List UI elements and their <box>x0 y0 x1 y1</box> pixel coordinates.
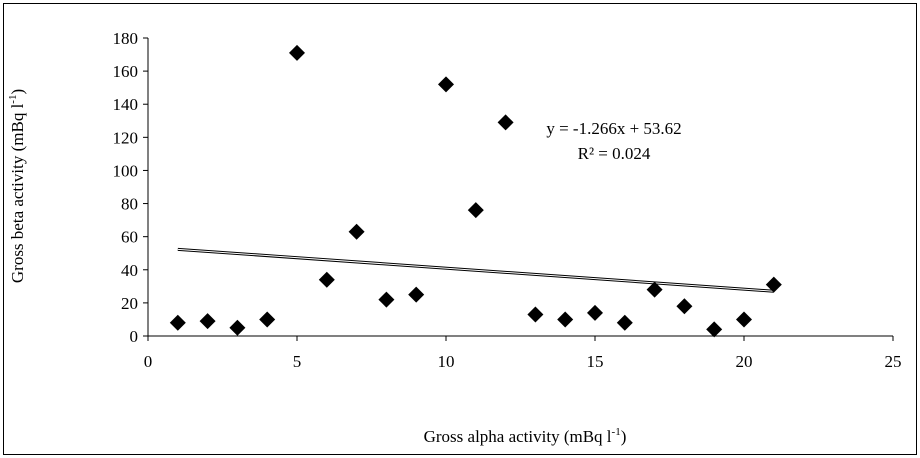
data-point <box>736 311 752 328</box>
x-axis-title: Gross alpha activity (mBq l-1) <box>424 426 627 446</box>
x-tick-label: 15 <box>587 352 604 371</box>
data-point <box>348 223 365 240</box>
data-point <box>199 313 216 330</box>
y-tick-label: 100 <box>113 161 139 180</box>
y-tick-label: 20 <box>121 294 138 313</box>
data-point <box>169 314 186 331</box>
y-tick-label: 120 <box>113 128 139 147</box>
x-axis-title-end: ) <box>621 427 627 446</box>
x-tick-label: 20 <box>736 352 753 371</box>
data-point <box>765 276 782 293</box>
x-tick-label: 5 <box>293 352 302 371</box>
data-point <box>676 298 693 315</box>
data-point <box>378 291 395 308</box>
x-tick-label: 0 <box>144 352 153 371</box>
data-point <box>587 304 603 321</box>
data-point <box>259 311 276 328</box>
y-tick-label: 60 <box>121 228 138 247</box>
y-axis-title-end: ) <box>8 89 27 95</box>
y-tick-label: 40 <box>121 261 138 280</box>
x-axis-title-sup: -1 <box>612 426 621 438</box>
x-tick-label: 10 <box>438 352 455 371</box>
data-point <box>497 114 514 131</box>
y-tick-label: 160 <box>113 62 139 81</box>
data-point <box>438 76 454 93</box>
data-point <box>616 314 633 331</box>
y-axis-title-sup: -1 <box>7 95 19 104</box>
x-axis-title-main: Gross alpha activity (mBq l <box>424 427 612 446</box>
y-tick-label: 80 <box>121 195 138 214</box>
data-point <box>467 202 484 219</box>
data-point <box>706 321 723 338</box>
y-tick-label: 180 <box>113 29 139 48</box>
y-tick-label: 140 <box>113 95 139 114</box>
x-tick-label: 25 <box>885 352 902 371</box>
trendline-inner <box>177 248 774 292</box>
data-points <box>169 44 782 338</box>
trendline-group <box>177 247 774 293</box>
trendline-equation: y = -1.266x + 53.62 <box>546 119 681 138</box>
data-point <box>318 271 335 288</box>
data-point <box>557 311 574 328</box>
data-point <box>527 306 544 323</box>
data-point <box>408 286 425 303</box>
data-point <box>229 319 246 336</box>
y-tick-label: 0 <box>130 327 139 346</box>
data-point <box>646 281 663 298</box>
trendline-r-squared: R² = 0.024 <box>578 144 651 163</box>
axes: 0 20 40 60 80 100 120 140 160 180 0 5 10 15 20 25 <box>113 29 902 371</box>
chart-border <box>3 3 917 455</box>
y-axis-title: Gross beta activity (mBq l-1) <box>7 89 27 283</box>
data-point <box>289 44 305 61</box>
y-axis-title-main: Gross beta activity (mBq l <box>8 103 27 283</box>
